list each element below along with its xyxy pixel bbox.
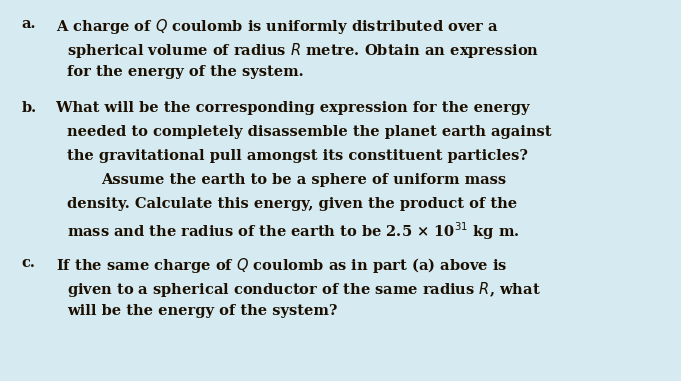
Text: a.: a. [22, 17, 36, 31]
Text: for the energy of the system.: for the energy of the system. [67, 65, 303, 79]
Text: A charge of $\mathit{Q}$ coulomb is uniformly distributed over a: A charge of $\mathit{Q}$ coulomb is unif… [51, 17, 499, 36]
Text: density. Calculate this energy, given the product of the: density. Calculate this energy, given th… [67, 197, 517, 211]
Text: given to a spherical conductor of the same radius $\mathit{R}$, what: given to a spherical conductor of the sa… [67, 280, 541, 299]
Text: mass and the radius of the earth to be 2.5 × 10$^{31}$ kg m.: mass and the radius of the earth to be 2… [67, 221, 519, 242]
Text: spherical volume of radius $\mathit{R}$ metre. Obtain an expression: spherical volume of radius $\mathit{R}$ … [67, 41, 539, 60]
Text: b.: b. [22, 101, 37, 115]
Text: Assume the earth to be a sphere of uniform mass: Assume the earth to be a sphere of unifo… [101, 173, 506, 187]
Text: c.: c. [22, 256, 35, 270]
Text: will be the energy of the system?: will be the energy of the system? [67, 304, 337, 318]
Text: needed to completely disassemble the planet earth against: needed to completely disassemble the pla… [67, 125, 551, 139]
Text: What will be the corresponding expression for the energy: What will be the corresponding expressio… [51, 101, 530, 115]
Text: If the same charge of $\mathit{Q}$ coulomb as in part (a) above is: If the same charge of $\mathit{Q}$ coulo… [51, 256, 507, 275]
Text: the gravitational pull amongst its constituent particles?: the gravitational pull amongst its const… [67, 149, 528, 163]
